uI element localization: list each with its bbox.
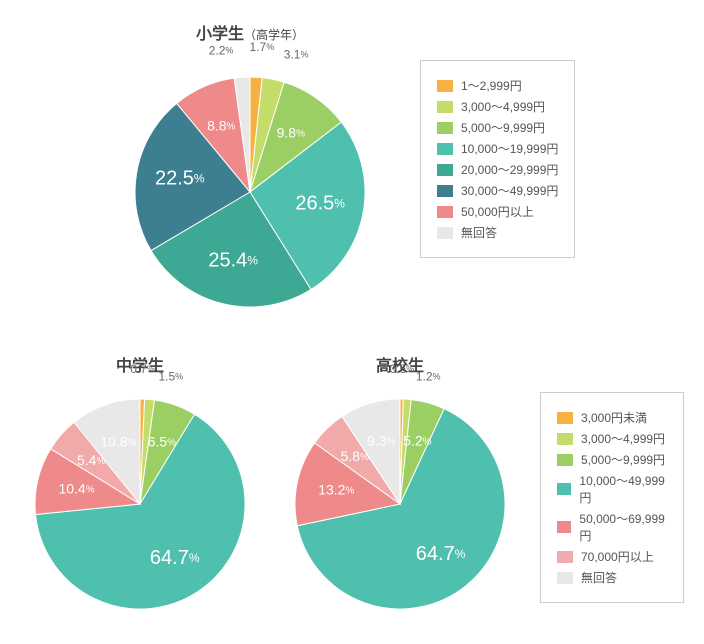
legend-swatch	[437, 185, 453, 197]
legend-swatch	[437, 122, 453, 134]
pie-pct-label: 1.2%	[416, 369, 441, 383]
legend-label: 10,000〜19,999円	[461, 140, 558, 157]
legend-swatch	[557, 572, 573, 584]
legend-label: 30,000〜49,999円	[461, 182, 558, 199]
legend-item: 1〜2,999円	[437, 77, 558, 94]
legend-bottom: 3,000円未満 3,000〜4,999円 5,000〜9,999円 10,000〜4…	[540, 392, 684, 603]
legend-item: 30,000〜49,999円	[437, 182, 558, 199]
chart-high: 高校生 0.5%1.2%5.2%64.7%13.2%5.8%9.3%	[280, 352, 520, 624]
pie-pct-label: 0.7%	[130, 362, 155, 376]
pie-middle: 0.7%1.5%6.5%64.7%10.4%5.4%10.8%	[20, 384, 260, 624]
legend-label: 5,000〜9,999円	[581, 451, 665, 468]
legend-swatch	[557, 433, 573, 445]
legend-label: 1〜2,999円	[461, 77, 522, 94]
legend-label: 10,000〜49,999円	[579, 472, 667, 506]
legend-label: 50,000〜69,999円	[579, 510, 667, 544]
legend-swatch	[557, 483, 571, 495]
legend-item: 5,000〜9,999円	[557, 451, 667, 468]
legend-item: 無回答	[557, 569, 667, 586]
legend-label: 20,000〜29,999円	[461, 161, 558, 178]
pie-high-holder: 0.5%1.2%5.2%64.7%13.2%5.8%9.3%	[280, 384, 520, 624]
legend-swatch	[557, 551, 573, 563]
legend-label: 50,000円以上	[461, 203, 534, 220]
legend-top: 1〜2,999円 3,000〜4,999円 5,000〜9,999円 10,000〜1…	[420, 60, 575, 258]
pie-pct-label: 2.2%	[209, 43, 234, 57]
legend-item: 3,000〜4,999円	[437, 98, 558, 115]
legend-swatch	[557, 454, 573, 466]
legend-item: 50,000〜69,999円	[557, 510, 667, 544]
legend-item: 10,000〜49,999円	[557, 472, 667, 506]
legend-item: 10,000〜19,999円	[437, 140, 558, 157]
pie-high: 0.5%1.2%5.2%64.7%13.2%5.8%9.3%	[280, 384, 520, 624]
title-main: 小学生	[196, 26, 244, 43]
legend-item: 5,000〜9,999円	[437, 119, 558, 136]
pie-middle-holder: 0.7%1.5%6.5%64.7%10.4%5.4%10.8%	[20, 384, 260, 624]
pie-pct-label: 0.5%	[390, 362, 415, 376]
legend-swatch	[437, 143, 453, 155]
row-2: 中学生 0.7%1.5%6.5%64.7%10.4%5.4%10.8% 高校生 …	[20, 352, 684, 624]
legend-swatch	[557, 412, 573, 424]
legend-item: 70,000円以上	[557, 548, 667, 565]
legend-label: 70,000円以上	[581, 548, 654, 565]
row-1: 小学生（高学年） 1.7%3.1%9.8%26.5%25.4%22.5%8.8%…	[20, 20, 684, 332]
legend-label: 無回答	[461, 224, 497, 241]
legend-swatch	[437, 164, 453, 176]
legend-swatch	[437, 206, 453, 218]
pie-elementary-holder: 1.7%3.1%9.8%26.5%25.4%22.5%8.8%2.2%	[110, 52, 390, 332]
legend-swatch	[437, 80, 453, 92]
pie-pct-label: 1.7%	[250, 40, 275, 54]
legend-label: 無回答	[581, 569, 617, 586]
legend-swatch	[557, 521, 571, 533]
pie-elementary: 1.7%3.1%9.8%26.5%25.4%22.5%8.8%2.2%	[110, 52, 390, 332]
legend-label: 3,000〜4,999円	[581, 430, 665, 447]
legend-item: 3,000円未満	[557, 409, 667, 426]
legend-swatch	[437, 101, 453, 113]
chart-elementary: 小学生（高学年） 1.7%3.1%9.8%26.5%25.4%22.5%8.8%…	[110, 20, 390, 332]
chart-middle: 中学生 0.7%1.5%6.5%64.7%10.4%5.4%10.8%	[20, 352, 260, 624]
legend-swatch	[437, 227, 453, 239]
legend-label: 3,000〜4,999円	[461, 98, 545, 115]
pie-pct-label: 3.1%	[284, 48, 309, 62]
legend-label: 3,000円未満	[581, 409, 647, 426]
legend-item: 20,000〜29,999円	[437, 161, 558, 178]
legend-item: 無回答	[437, 224, 558, 241]
pie-pct-label: 1.5%	[158, 370, 183, 384]
legend-item: 50,000円以上	[437, 203, 558, 220]
legend-item: 3,000〜4,999円	[557, 430, 667, 447]
legend-label: 5,000〜9,999円	[461, 119, 545, 136]
